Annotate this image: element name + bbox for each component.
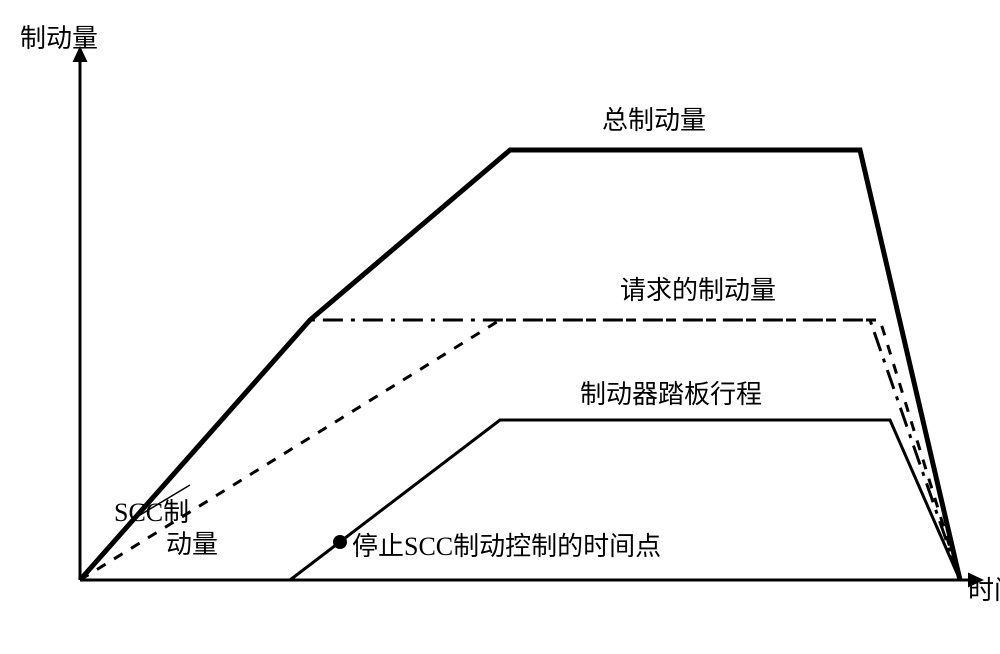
x-axis-label: 时间 <box>968 570 1000 607</box>
total-braking-series <box>80 150 960 580</box>
pedal-travel-label: 制动器踏板行程 <box>580 374 762 411</box>
stop-point-label: 停止SCC制动控制的时间点 <box>352 526 661 563</box>
chart-container: 制动量 时间 总制动量 请求的制动量 制动器踏板行程 SCC制 动量 停止SCC… <box>20 20 1000 634</box>
y-axis-label: 制动量 <box>20 18 98 55</box>
requested-braking-label: 请求的制动量 <box>620 270 776 307</box>
total-braking-label: 总制动量 <box>602 100 706 137</box>
scc-braking-label-line2: 动量 <box>166 524 218 561</box>
